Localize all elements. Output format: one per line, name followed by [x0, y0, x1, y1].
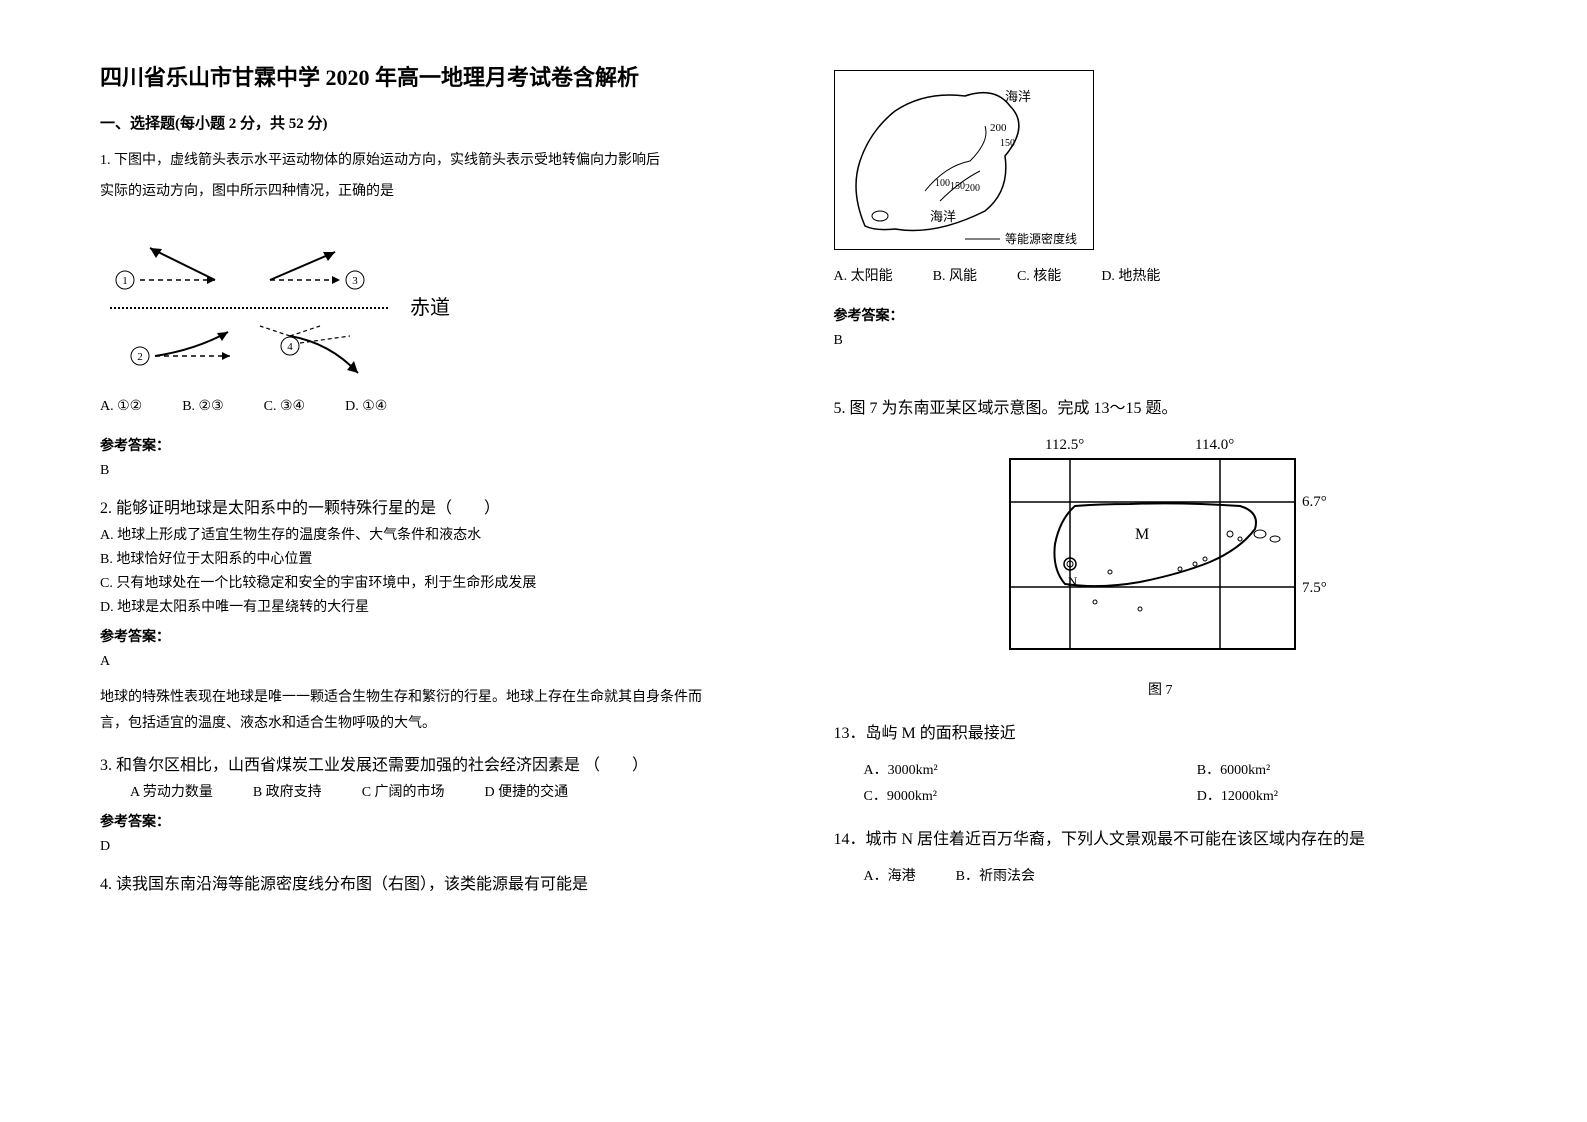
- q5-map: 112.5° 114.0° 6.7° 7.5°: [980, 434, 1340, 664]
- q1-optA: A. ①②: [100, 398, 142, 415]
- equator-label: 赤道: [410, 296, 450, 319]
- svg-text:6.7°: 6.7°: [1302, 494, 1327, 510]
- q14-text: 14．城市 N 居住着近百万华裔，下列人文景观最不可能在该区域内存在的是: [834, 825, 1488, 849]
- q3-answer-label: 参考答案：: [100, 811, 754, 831]
- q4-answer-label: 参考答案：: [834, 305, 1488, 325]
- q1-optB: B. ②③: [182, 398, 223, 415]
- q1-answer-label: 参考答案：: [100, 435, 754, 455]
- q5-text: 5. 图 7 为东南亚某区域示意图。完成 13～15 题。: [834, 394, 1488, 418]
- svg-text:100: 100: [935, 178, 950, 189]
- q13-text: 13．岛屿 M 的面积最接近: [834, 719, 1488, 743]
- q5-caption: 图 7: [834, 679, 1488, 699]
- question-1: 1. 下图中，虚线箭头表示水平运动物体的原始运动方向，实线箭头表示受地转偏向力影…: [100, 148, 754, 210]
- q4-text: 4. 读我国东南沿海等能源密度线分布图（右图），该类能源最有可能是: [100, 870, 754, 894]
- svg-text:海洋: 海洋: [930, 209, 956, 224]
- q3-optA: A 劳动力数量: [130, 781, 213, 801]
- q14-options: A．海港 B．祈雨法会: [864, 865, 1488, 885]
- q4-optA: A. 太阳能: [834, 265, 893, 285]
- q13-optD: D．12000km²: [1197, 785, 1487, 805]
- q2-explanation: 地球的特殊性表现在地球是唯一一颗适合生物生存和繁衍的行星。地球上存在生命就其自身…: [100, 685, 754, 735]
- q4-optB: B. 风能: [933, 265, 977, 285]
- svg-text:7.5°: 7.5°: [1302, 580, 1327, 596]
- q4-options: A. 太阳能 B. 风能 C. 核能 D. 地热能: [834, 265, 1488, 285]
- svg-text:150: 150: [950, 181, 965, 192]
- q2-exp1: 地球的特殊性表现在地球是唯一一颗适合生物生存和繁衍的行星。地球上存在生命就其自身…: [100, 685, 754, 710]
- q1-answer: B: [100, 463, 754, 479]
- q3-optB: B 政府支持: [253, 781, 322, 801]
- q4-optD: D. 地热能: [1101, 265, 1160, 285]
- exam-title: 四川省乐山市甘霖中学 2020 年高一地理月考试卷含解析: [100, 60, 754, 92]
- svg-text:N: N: [1068, 574, 1078, 589]
- svg-text:114.0°: 114.0°: [1195, 437, 1234, 453]
- q1-optC: C. ③④: [264, 398, 305, 415]
- svg-text:200: 200: [965, 183, 980, 194]
- svg-text:150: 150: [1000, 138, 1015, 149]
- q2-optB: B. 地球恰好位于太阳系的中心位置: [100, 548, 754, 568]
- svg-text:等能源密度线: 等能源密度线: [1005, 231, 1077, 246]
- q13-options: A．3000km² B．6000km² C．9000km² D．12000km²: [864, 759, 1488, 805]
- q13-optA: A．3000km²: [864, 759, 1147, 779]
- q2-optC: C. 只有地球处在一个比较稳定和安全的宇宙环境中，利于生命形成发展: [100, 572, 754, 592]
- q14-optA: A．海港: [864, 865, 916, 885]
- q2-optD: D. 地球是太阳系中唯一有卫星绕转的大行星: [100, 596, 754, 616]
- q3-optD: D 便捷的交通: [485, 781, 569, 801]
- q2-optA: A. 地球上形成了适宜生物生存的温度条件、大气条件和液态水: [100, 524, 754, 544]
- q4-optC: C. 核能: [1017, 265, 1061, 285]
- q2-answer-label: 参考答案：: [100, 626, 754, 646]
- q1-diagram: 赤道 1 3 2 4: [100, 228, 460, 388]
- svg-text:海洋: 海洋: [1005, 89, 1031, 104]
- q3-answer: D: [100, 839, 754, 855]
- svg-text:200: 200: [990, 122, 1007, 134]
- q1-optD: D. ①④: [345, 398, 387, 415]
- q13-optC: C．9000km²: [864, 785, 1147, 805]
- svg-text:2: 2: [137, 351, 143, 363]
- q14-optB: B．祈雨法会: [956, 865, 1035, 885]
- q3-text: 3. 和鲁尔区相比，山西省煤炭工业发展还需要加强的社会经济因素是 （ ）: [100, 751, 754, 775]
- q3-optC: C 广阔的市场: [362, 781, 445, 801]
- q2-answer: A: [100, 654, 754, 670]
- svg-text:112.5°: 112.5°: [1045, 437, 1084, 453]
- svg-text:1: 1: [122, 275, 128, 287]
- q1-text1: 1. 下图中，虚线箭头表示水平运动物体的原始运动方向，实线箭头表示受地转偏向力影…: [100, 148, 754, 173]
- q2-exp2: 言，包括适宜的温度、液态水和适合生物呼吸的大气。: [100, 711, 754, 736]
- q1-text2: 实际的运动方向，图中所示四种情况，正确的是: [100, 179, 754, 204]
- q1-options: A. ①② B. ②③ C. ③④ D. ①④: [100, 398, 754, 415]
- svg-text:M: M: [1135, 526, 1149, 543]
- svg-text:4: 4: [287, 341, 293, 353]
- q4-answer: B: [834, 333, 1488, 349]
- q13-optB: B．6000km²: [1197, 759, 1487, 779]
- q2-options: A. 地球上形成了适宜生物生存的温度条件、大气条件和液态水 B. 地球恰好位于太…: [100, 524, 754, 616]
- svg-text:3: 3: [352, 275, 358, 287]
- q3-options: A 劳动力数量 B 政府支持 C 广阔的市场 D 便捷的交通: [130, 781, 754, 801]
- q2-text: 2. 能够证明地球是太阳系中的一颗特殊行星的是（ ）: [100, 494, 754, 518]
- q4-map: 海洋 200 150 100 150 200 海洋 等能源密度线: [834, 70, 1094, 250]
- section-header: 一、选择题(每小题 2 分，共 52 分): [100, 112, 754, 133]
